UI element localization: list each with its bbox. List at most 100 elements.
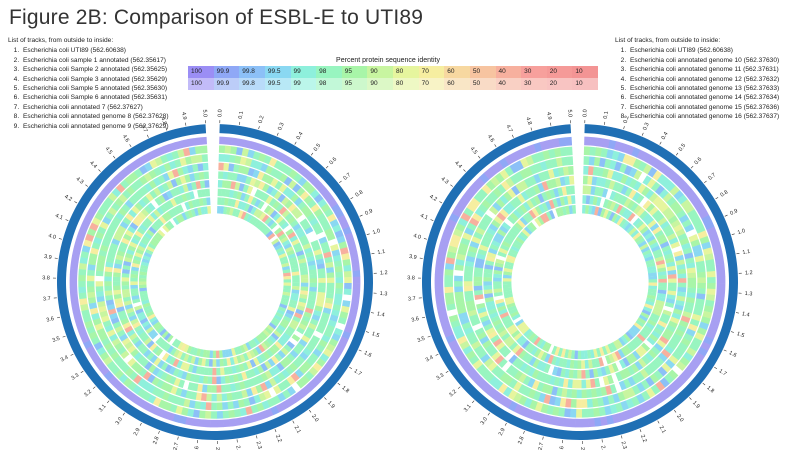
track-segment (324, 193, 335, 204)
track-segment (146, 229, 155, 237)
track-segment (548, 210, 556, 220)
track-segment (282, 315, 292, 323)
track-segment (626, 200, 636, 210)
ring-tick (463, 169, 466, 172)
track-segment (544, 374, 552, 384)
track-segment (223, 162, 230, 171)
track-segment (126, 248, 135, 256)
track-segment (535, 370, 544, 381)
track-segment (686, 267, 696, 274)
track-segment (449, 212, 460, 223)
track-segment (480, 239, 491, 248)
track-segment (648, 333, 659, 343)
track-segment (315, 326, 325, 335)
track-segment (180, 139, 189, 148)
track-segment (345, 319, 356, 328)
track-segment (615, 371, 623, 382)
track-segment (637, 358, 647, 368)
track-segment (247, 195, 254, 204)
legend-cell: 30 (521, 66, 547, 78)
track-segment (641, 309, 651, 316)
track-segment (556, 417, 564, 427)
track-segment (567, 195, 573, 205)
track-segment (160, 341, 169, 350)
track-segment (143, 305, 152, 312)
track-segment (96, 295, 105, 303)
track-segment (132, 234, 142, 242)
track-segment (72, 311, 82, 320)
track-segment (462, 345, 473, 356)
right-track-item: Escherichia coli UTI89 (562.60638) (628, 46, 797, 55)
track-segment (319, 353, 330, 363)
ring-tick (702, 382, 706, 386)
track-segment (657, 286, 667, 291)
ring-tick (511, 134, 514, 138)
legend-row-secondary: 100 99.9 99.8 99.5 99 98 95 90 80 70 60 50 40 30 20 10 (188, 78, 598, 90)
track-segment (269, 221, 278, 230)
track-segment (649, 241, 659, 250)
track-segment (273, 330, 282, 338)
track-segment (162, 202, 171, 211)
track-segment (147, 202, 156, 212)
track-segment (492, 236, 503, 244)
track-segment (504, 218, 514, 228)
track-segment (132, 218, 141, 227)
track-segment (158, 215, 167, 225)
ring-tick-label: 5.0 (566, 109, 572, 117)
ring-tick-label: 2.7 (173, 442, 181, 450)
track-segment (155, 232, 164, 240)
ring-tick (325, 165, 329, 169)
ring-tick-label: 4.3 (440, 176, 450, 185)
track-segment (503, 191, 513, 202)
track-segment (667, 269, 677, 276)
track-segment (714, 257, 725, 266)
track-segment (481, 184, 492, 195)
track-segment (302, 243, 312, 251)
track-segment (216, 376, 222, 385)
track-segment (508, 354, 518, 364)
track-segment (296, 187, 306, 197)
track-segment (147, 329, 156, 337)
track-segment (146, 384, 156, 394)
track-segment (648, 285, 658, 290)
track-segment (349, 251, 359, 260)
track-segment (651, 330, 661, 339)
track-segment (441, 322, 452, 332)
track-segment (612, 192, 621, 202)
track-segment (351, 263, 360, 272)
ring-tick-label: 0.0 (582, 109, 588, 117)
track-segment (571, 389, 577, 399)
track-segment (455, 258, 465, 266)
track-segment (611, 413, 621, 424)
track-segment (462, 191, 473, 202)
track-segment (112, 216, 122, 225)
track-segment (564, 368, 570, 378)
track-segment (252, 357, 260, 366)
track-segment (507, 305, 517, 312)
track-segment (456, 306, 467, 315)
track-segment (138, 367, 148, 378)
track-segment (305, 356, 316, 367)
track-segment (527, 377, 536, 388)
track-segment (283, 272, 291, 277)
track-segment (187, 381, 194, 391)
track-segment (609, 404, 618, 414)
track-segment (177, 149, 185, 158)
track-segment (555, 177, 562, 187)
track-segment (144, 308, 153, 315)
track-segment (599, 157, 607, 168)
track-segment (285, 228, 294, 236)
track-segment (645, 322, 655, 330)
legend-cell: 50 (469, 66, 496, 78)
track-segment (531, 219, 540, 229)
track-segment (195, 198, 201, 207)
track-segment (208, 359, 213, 367)
track-segment (512, 392, 523, 403)
track-segment (124, 367, 134, 377)
track-segment (705, 294, 716, 302)
track-segment (259, 382, 268, 392)
ring-tick-label: 4.8 (159, 117, 167, 126)
track-segment (192, 347, 199, 356)
track-segment (712, 244, 723, 254)
track-segment (643, 365, 653, 376)
